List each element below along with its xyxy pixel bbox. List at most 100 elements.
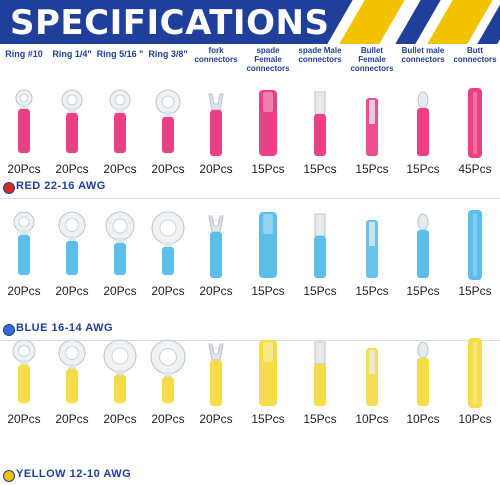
quantity-label: 15Pcs	[458, 284, 492, 298]
quantity-label: 15Pcs	[251, 162, 285, 176]
column-header-line: Bullet Female	[358, 46, 386, 64]
ring-5-16-connector	[109, 89, 131, 153]
column-headers: Ring #10 Ring 1/4" Ring 5/16 " Ring 3/8" for…	[0, 46, 500, 86]
quantity-label: 15Pcs	[406, 162, 440, 176]
butt-connector	[468, 88, 482, 158]
quantity-label: 20Pcs	[55, 412, 89, 426]
quantity-label: 20Pcs	[151, 162, 185, 176]
column-header: Bullet Female connectors	[347, 46, 397, 73]
bullet-female-connector	[366, 98, 378, 156]
ring-5-16-connector	[103, 339, 137, 403]
quantity-label: 20Pcs	[7, 412, 41, 426]
column-header-line: Butt	[467, 46, 483, 55]
quantity-label: 20Pcs	[7, 284, 41, 298]
bullet-male-connector	[417, 213, 429, 278]
quantity-label: 15Pcs	[303, 284, 337, 298]
ring-3-8-connector	[150, 339, 186, 403]
column-header: Butt connectors	[450, 46, 500, 64]
color-dot-icon	[3, 324, 15, 336]
quantity-label: 15Pcs	[406, 284, 440, 298]
spade-male-connector	[314, 213, 326, 278]
quantity-label: 10Pcs	[406, 412, 440, 426]
quantity-label: 20Pcs	[199, 162, 233, 176]
ring-5-16-connector	[105, 211, 135, 275]
column-header: fork connectors	[191, 46, 241, 64]
wire-gauge-label: RED 22-16 AWG	[0, 180, 500, 196]
banner-stripe	[339, 0, 405, 44]
ring-1-4-connector	[61, 89, 83, 153]
quantity-label: 20Pcs	[55, 162, 89, 176]
ring-3-8-connector	[155, 89, 181, 153]
quantity-label: 15Pcs	[251, 412, 285, 426]
spade-male-connector	[314, 341, 326, 406]
ring-10-connector	[12, 339, 36, 403]
column-header-line: Ring 1/4"	[52, 49, 92, 59]
wire-gauge-text: BLUE 16-14 AWG	[16, 322, 114, 334]
column-header: Ring #10	[0, 50, 49, 59]
ring-1-4-connector	[58, 211, 86, 275]
column-header-line: connectors	[194, 55, 238, 64]
column-header-line: fork	[208, 46, 224, 55]
column-header: spade Female connectors	[243, 46, 293, 73]
quantity-label: 20Pcs	[199, 412, 233, 426]
quantity-label: 20Pcs	[103, 284, 137, 298]
ring-10-connector	[13, 211, 35, 275]
fork-connector	[208, 343, 224, 406]
section-divider	[0, 340, 500, 341]
quantity-label: 10Pcs	[458, 412, 492, 426]
ring-3-8-connector	[151, 211, 185, 275]
color-dot-icon	[3, 470, 15, 482]
ring-10-connector	[15, 89, 33, 153]
quantity-label: 20Pcs	[151, 412, 185, 426]
wire-gauge-text: YELLOW 12-10 AWG	[16, 468, 132, 480]
ring-1-4-connector	[58, 339, 86, 403]
column-header-line: connectors	[298, 55, 342, 64]
quantity-label: 15Pcs	[303, 412, 337, 426]
butt-connector	[468, 210, 482, 280]
wire-gauge-label: BLUE 16-14 AWG	[0, 322, 500, 338]
bullet-female-connector	[366, 348, 378, 406]
page-title: SPECIFICATIONS	[10, 3, 330, 43]
column-header-line: Ring 3/8"	[148, 49, 188, 59]
column-header-line: Ring 5/16 "	[96, 49, 144, 59]
quantity-label: 20Pcs	[55, 284, 89, 298]
bullet-male-connector	[417, 91, 429, 156]
quantity-label: 10Pcs	[355, 412, 389, 426]
column-header: Bullet male connectors	[398, 46, 448, 64]
spade-female-connector	[259, 212, 277, 278]
quantity-label: 20Pcs	[199, 284, 233, 298]
color-dot-icon	[3, 182, 15, 194]
column-header: Ring 1/4"	[47, 50, 97, 59]
section-divider	[0, 198, 500, 199]
spade-male-connector	[314, 91, 326, 156]
column-header-line: connectors	[350, 64, 394, 73]
column-header-line: connectors	[453, 55, 497, 64]
column-header: Ring 5/16 "	[95, 50, 145, 59]
quantity-label: 20Pcs	[103, 162, 137, 176]
butt-connector	[468, 338, 482, 408]
column-header-line: Ring #10	[5, 49, 43, 59]
quantity-label: 20Pcs	[103, 412, 137, 426]
bullet-male-connector	[417, 341, 429, 406]
spade-female-connector	[259, 340, 277, 406]
quantity-label: 15Pcs	[355, 284, 389, 298]
column-header-line: connectors	[246, 64, 290, 73]
banner-panel	[0, 0, 318, 44]
quantity-label: 15Pcs	[303, 162, 337, 176]
fork-connector	[208, 93, 224, 156]
column-header: spade Male connectors	[295, 46, 345, 64]
column-header: Ring 3/8"	[143, 50, 193, 59]
bullet-female-connector	[366, 220, 378, 278]
column-header-line: spade Male	[298, 46, 342, 55]
wire-gauge-label: YELLOW 12-10 AWG	[0, 468, 500, 484]
wire-gauge-text: RED 22-16 AWG	[16, 180, 106, 192]
spade-female-connector	[259, 90, 277, 156]
quantity-label: 20Pcs	[151, 284, 185, 298]
column-header-line: spade Female	[254, 46, 282, 64]
quantity-label: 15Pcs	[251, 284, 285, 298]
quantity-label: 20Pcs	[7, 162, 41, 176]
banner: SPECIFICATIONS	[0, 0, 500, 44]
column-header-line: Bullet male	[401, 46, 445, 55]
fork-connector	[208, 215, 224, 278]
quantity-label: 45Pcs	[458, 162, 492, 176]
